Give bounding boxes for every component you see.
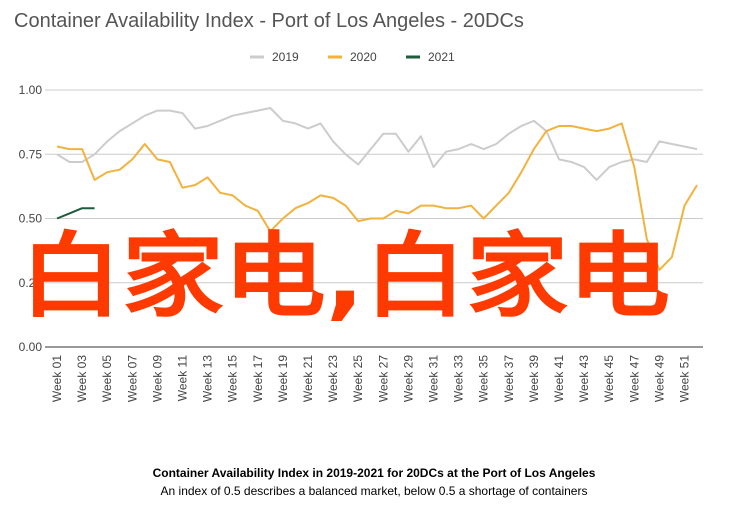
x-tick-label: Week 09: [150, 355, 164, 402]
x-tick-label: Week 17: [251, 355, 265, 402]
x-tick-label: Week 23: [326, 355, 340, 402]
y-tick-label: 0.50: [19, 212, 43, 226]
x-tick-label: Week 49: [652, 355, 666, 402]
x-tick-label: Week 21: [301, 355, 315, 402]
caption-subtitle: An index of 0.5 describes a balanced mar…: [161, 484, 588, 498]
x-tick-label: Week 05: [100, 355, 114, 402]
y-tick-label: 0.75: [19, 147, 43, 161]
y-tick-label: 1.00: [19, 83, 43, 97]
x-tick-label: Week 19: [276, 355, 290, 402]
series-line: [56, 122, 698, 271]
x-tick-label: Week 03: [75, 355, 89, 402]
legend-label: 2020: [350, 50, 377, 64]
legend-label: 2019: [272, 50, 299, 64]
x-tick-label: Week 43: [577, 355, 591, 402]
x-tick-label: Week 51: [677, 355, 691, 402]
y-tick-label: 0.25: [19, 276, 43, 290]
x-tick-label: Week 25: [351, 355, 365, 402]
y-tick-label: 0.00: [19, 340, 43, 354]
x-tick-label: Week 13: [201, 355, 215, 402]
x-tick-label: Week 07: [125, 355, 139, 402]
x-tick-label: Week 27: [376, 355, 390, 402]
x-tick-label: Week 11: [175, 355, 189, 402]
chart-title: Container Availability Index - Port of L…: [14, 10, 524, 32]
x-tick-label: Week 45: [602, 355, 616, 402]
x-tick-label: Week 47: [627, 355, 641, 402]
x-tick-label: Week 37: [502, 355, 516, 402]
x-tick-label: Week 29: [401, 355, 415, 402]
caption-title: Container Availability Index in 2019-202…: [153, 466, 596, 480]
overlay-text: 白家电,白家电: [20, 223, 670, 330]
x-tick-label: Week 31: [426, 355, 440, 402]
series-line: [56, 207, 95, 220]
x-tick-label: Week 35: [477, 355, 491, 402]
x-tick-label: Week 33: [452, 355, 466, 402]
x-tick-label: Week 39: [527, 355, 541, 402]
x-tick-label: Week 15: [226, 355, 240, 402]
legend-label: 2021: [428, 50, 455, 64]
x-tick-label: Week 41: [552, 355, 566, 402]
series-line: [56, 107, 698, 181]
x-tick-label: Week 01: [50, 355, 64, 402]
